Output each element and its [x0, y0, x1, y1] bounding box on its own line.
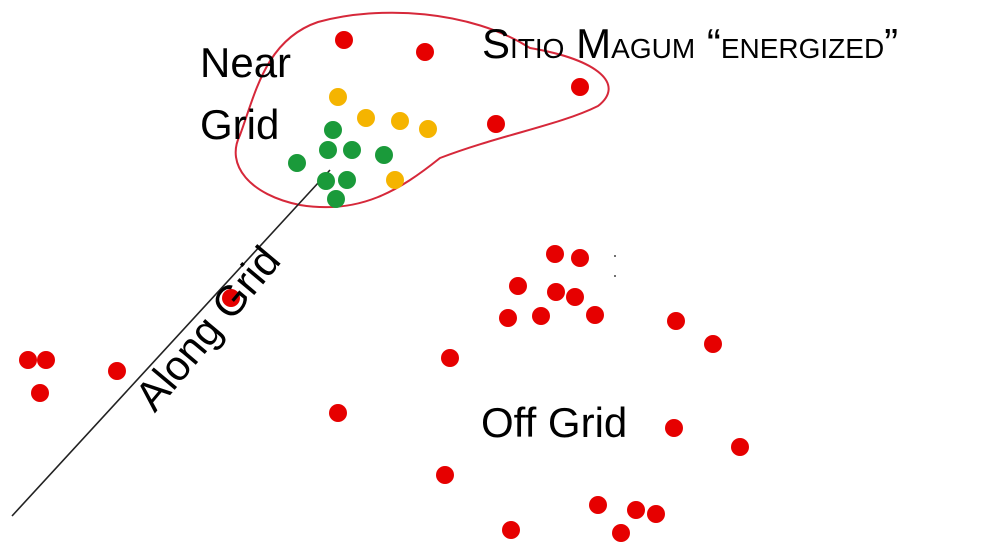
- near-grid-label-line2: Grid: [200, 101, 280, 148]
- red-household-dot: [329, 404, 347, 422]
- household-dots: [19, 31, 749, 542]
- red-household-dot: [499, 309, 517, 327]
- sitio-magum-title: SITIO MAGUM “ENERGIZED”: [482, 23, 898, 65]
- off-grid-label: Off Grid: [481, 399, 628, 446]
- red-household-dot: [627, 501, 645, 519]
- title-part: ”: [884, 20, 899, 67]
- red-household-dot: [589, 496, 607, 514]
- red-household-dot: [31, 384, 49, 402]
- green-household-dot: [343, 141, 361, 159]
- red-household-dot: [612, 524, 630, 542]
- red-household-dot: [571, 249, 589, 267]
- grid-line: [11, 169, 331, 517]
- sitio-magum-boundary: [234, 11, 610, 209]
- red-household-dot: [647, 505, 665, 523]
- red-household-dot: [571, 78, 589, 96]
- green-household-dot: [317, 172, 335, 190]
- title-part: ITIO: [510, 33, 565, 64]
- title-part: “: [706, 20, 721, 67]
- green-household-dot: [324, 121, 342, 139]
- green-household-dot: [288, 154, 306, 172]
- title-part: AGUM: [611, 33, 696, 64]
- red-household-dot: [509, 277, 527, 295]
- title-part: S: [482, 20, 511, 67]
- orange-household-dot: [419, 120, 437, 138]
- red-household-dot: [108, 362, 126, 380]
- red-household-dot: [532, 307, 550, 325]
- red-household-dot: [665, 419, 683, 437]
- red-household-dot: [586, 306, 604, 324]
- orange-household-dot: [386, 171, 404, 189]
- red-household-dot: [416, 43, 434, 61]
- orange-household-dot: [357, 109, 375, 127]
- red-household-dot: [222, 289, 240, 307]
- stray-mark: [614, 255, 616, 257]
- red-household-dot: [37, 351, 55, 369]
- orange-household-dot: [391, 112, 409, 130]
- red-household-dot: [566, 288, 584, 306]
- near-grid-label-line1: Near: [200, 39, 292, 86]
- red-household-dot: [704, 335, 722, 353]
- title-part: ENERGIZED: [720, 33, 885, 64]
- red-household-dot: [547, 283, 565, 301]
- red-household-dot: [441, 349, 459, 367]
- orange-household-dot: [329, 88, 347, 106]
- green-household-dot: [327, 190, 345, 208]
- red-household-dot: [436, 466, 454, 484]
- red-household-dot: [731, 438, 749, 456]
- red-household-dot: [546, 245, 564, 263]
- green-household-dot: [319, 141, 337, 159]
- red-household-dot: [667, 312, 685, 330]
- green-household-dot: [375, 146, 393, 164]
- title-part: M: [576, 20, 612, 67]
- red-household-dot: [19, 351, 37, 369]
- green-household-dot: [338, 171, 356, 189]
- red-household-dot: [487, 115, 505, 133]
- red-household-dot: [335, 31, 353, 49]
- red-household-dot: [502, 521, 520, 539]
- stray-mark: [614, 275, 616, 277]
